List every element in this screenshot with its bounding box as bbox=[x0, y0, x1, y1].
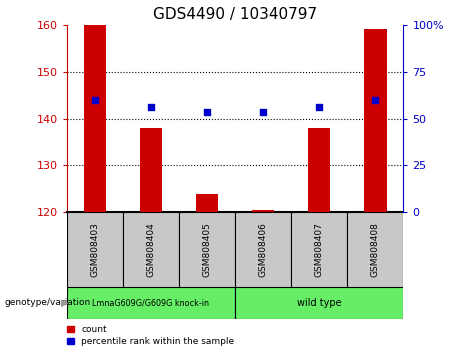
Text: wild type: wild type bbox=[297, 298, 342, 308]
Bar bbox=[235, 287, 403, 319]
Text: GSM808405: GSM808405 bbox=[202, 222, 212, 277]
Bar bbox=[179, 212, 235, 287]
Bar bbox=[83, 25, 106, 212]
Bar bbox=[67, 287, 235, 319]
Text: ▶: ▶ bbox=[61, 298, 68, 308]
Text: GSM808408: GSM808408 bbox=[371, 222, 380, 277]
Point bbox=[315, 104, 323, 110]
Bar bbox=[196, 194, 218, 212]
Bar bbox=[291, 212, 347, 287]
Bar bbox=[308, 128, 331, 212]
Point bbox=[147, 104, 154, 110]
Point bbox=[91, 97, 99, 103]
Point bbox=[372, 97, 379, 103]
Text: GSM808403: GSM808403 bbox=[90, 222, 100, 277]
Text: genotype/variation: genotype/variation bbox=[5, 298, 91, 307]
Bar bbox=[140, 128, 162, 212]
Bar bbox=[364, 29, 386, 212]
Bar bbox=[67, 212, 123, 287]
Text: GSM808406: GSM808406 bbox=[259, 222, 268, 277]
Point bbox=[260, 109, 267, 114]
Text: GSM808404: GSM808404 bbox=[147, 222, 155, 277]
Point bbox=[203, 109, 211, 114]
Bar bbox=[347, 212, 403, 287]
Text: LmnaG609G/G609G knock-in: LmnaG609G/G609G knock-in bbox=[93, 298, 209, 307]
Bar bbox=[123, 212, 179, 287]
Title: GDS4490 / 10340797: GDS4490 / 10340797 bbox=[153, 7, 317, 22]
Text: GSM808407: GSM808407 bbox=[315, 222, 324, 277]
Bar bbox=[235, 212, 291, 287]
Bar bbox=[252, 210, 274, 212]
Legend: count, percentile rank within the sample: count, percentile rank within the sample bbox=[67, 325, 234, 346]
